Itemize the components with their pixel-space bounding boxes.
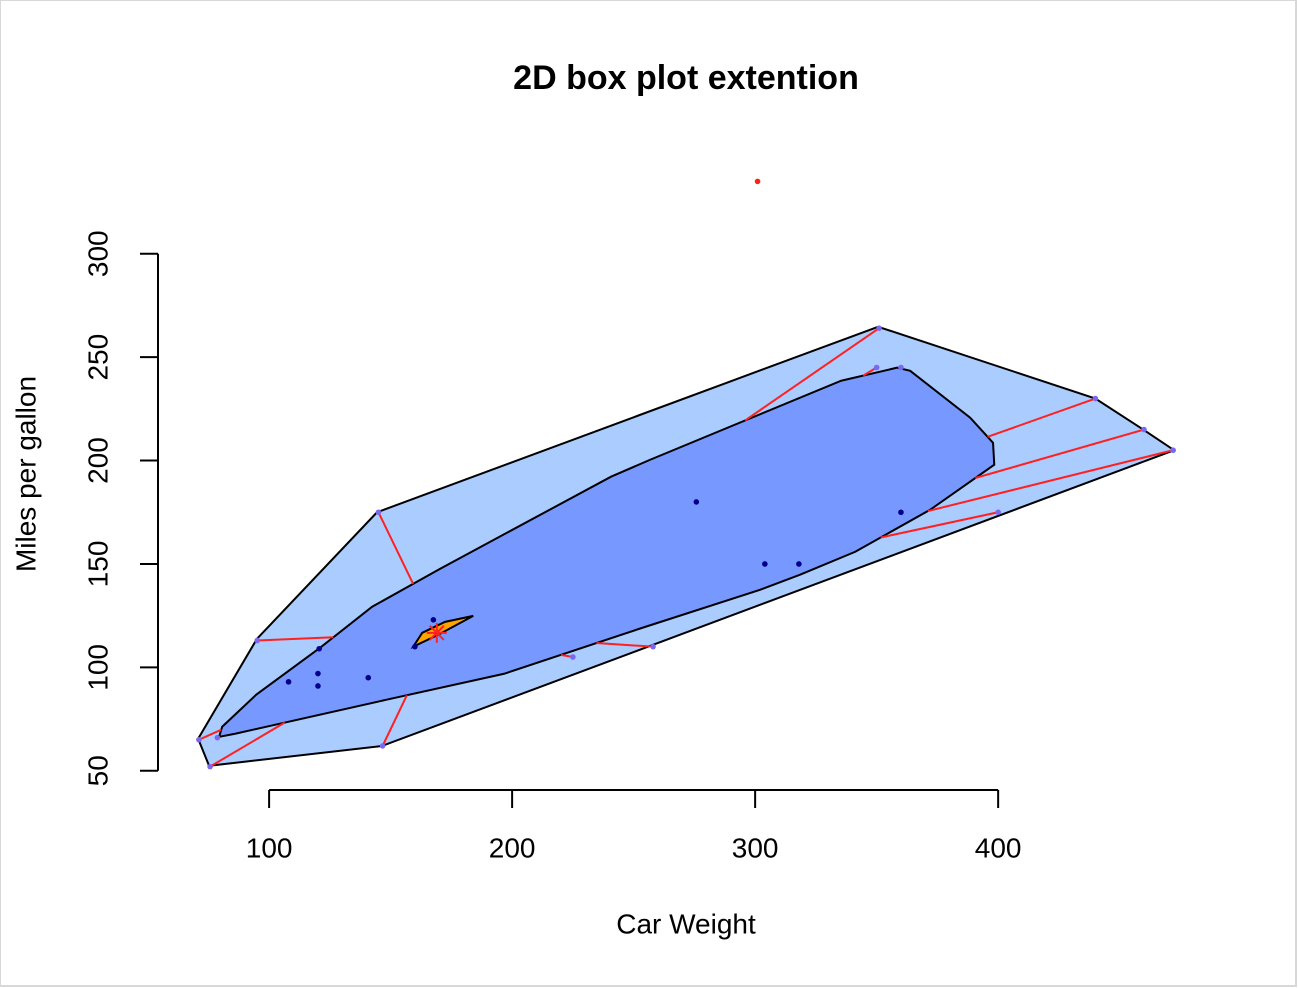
point-in-loop xyxy=(1092,395,1099,402)
whisker-line xyxy=(880,511,999,539)
point-in-loop xyxy=(375,509,382,516)
center-star-stroke xyxy=(429,625,445,641)
whisker-line xyxy=(198,728,222,741)
point-in-bag xyxy=(316,645,322,652)
point-in-loop xyxy=(898,364,904,371)
x-axis-label: Car Weight xyxy=(616,908,756,939)
point-in-loop xyxy=(876,325,882,332)
y-axis-label: Miles per gallon xyxy=(10,376,41,572)
point-in-loop xyxy=(379,743,386,749)
y-tick-label: 50 xyxy=(82,755,113,786)
point-in-loop xyxy=(1141,426,1147,433)
y-tick-label: 200 xyxy=(82,437,113,484)
point-in-loop xyxy=(1170,447,1176,454)
bag-polygon xyxy=(217,366,996,739)
x-tick-label: 200 xyxy=(489,832,536,863)
point-in-loop xyxy=(570,654,576,660)
point-in-bag xyxy=(898,509,904,516)
x-tick-label: 400 xyxy=(975,832,1022,863)
point-in-bag xyxy=(315,670,321,677)
whisker-line xyxy=(927,449,1174,513)
point-in-loop xyxy=(207,763,213,770)
point-in-bag xyxy=(796,561,802,567)
whisker-line xyxy=(209,721,286,768)
whisker-line xyxy=(987,397,1096,438)
y-tick-label: 250 xyxy=(82,334,113,381)
point-in-bag xyxy=(365,674,372,681)
point-in-bag xyxy=(693,499,700,505)
point-in-loop xyxy=(650,643,656,650)
whisker-line xyxy=(596,642,654,648)
whisker-line xyxy=(381,694,408,747)
whisker-line xyxy=(975,428,1145,479)
point-in-loop xyxy=(214,734,221,741)
point-in-loop xyxy=(995,509,1001,516)
point-in-bag xyxy=(412,643,418,650)
point-in-bag xyxy=(430,616,437,623)
chart-title: 2D box plot extention xyxy=(513,59,859,97)
point-in-loop xyxy=(254,637,261,644)
point-in-bag xyxy=(285,679,292,685)
x-tick-label: 100 xyxy=(246,832,293,863)
point-in-bag xyxy=(315,683,321,689)
outlier-point xyxy=(754,178,761,185)
y-tick-label: 300 xyxy=(82,230,113,277)
point-in-loop xyxy=(196,736,202,743)
y-tick-label: 150 xyxy=(82,541,113,588)
whisker-line xyxy=(377,511,415,585)
point-in-bag xyxy=(762,561,768,567)
whisker-line xyxy=(744,327,880,422)
x-tick-label: 300 xyxy=(732,832,779,863)
point-in-loop xyxy=(873,364,880,371)
whisker-line xyxy=(257,636,334,642)
y-tick-label: 100 xyxy=(82,644,113,691)
center-star xyxy=(426,622,447,643)
